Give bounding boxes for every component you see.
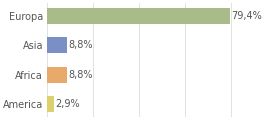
Bar	[47, 8, 230, 24]
Bar	[47, 37, 67, 53]
Bar	[47, 67, 67, 83]
Text: 2,9%: 2,9%	[55, 99, 80, 109]
Text: 8,8%: 8,8%	[69, 70, 93, 80]
Text: 8,8%: 8,8%	[69, 40, 93, 50]
Text: 79,4%: 79,4%	[231, 11, 262, 21]
Bar	[47, 96, 54, 112]
